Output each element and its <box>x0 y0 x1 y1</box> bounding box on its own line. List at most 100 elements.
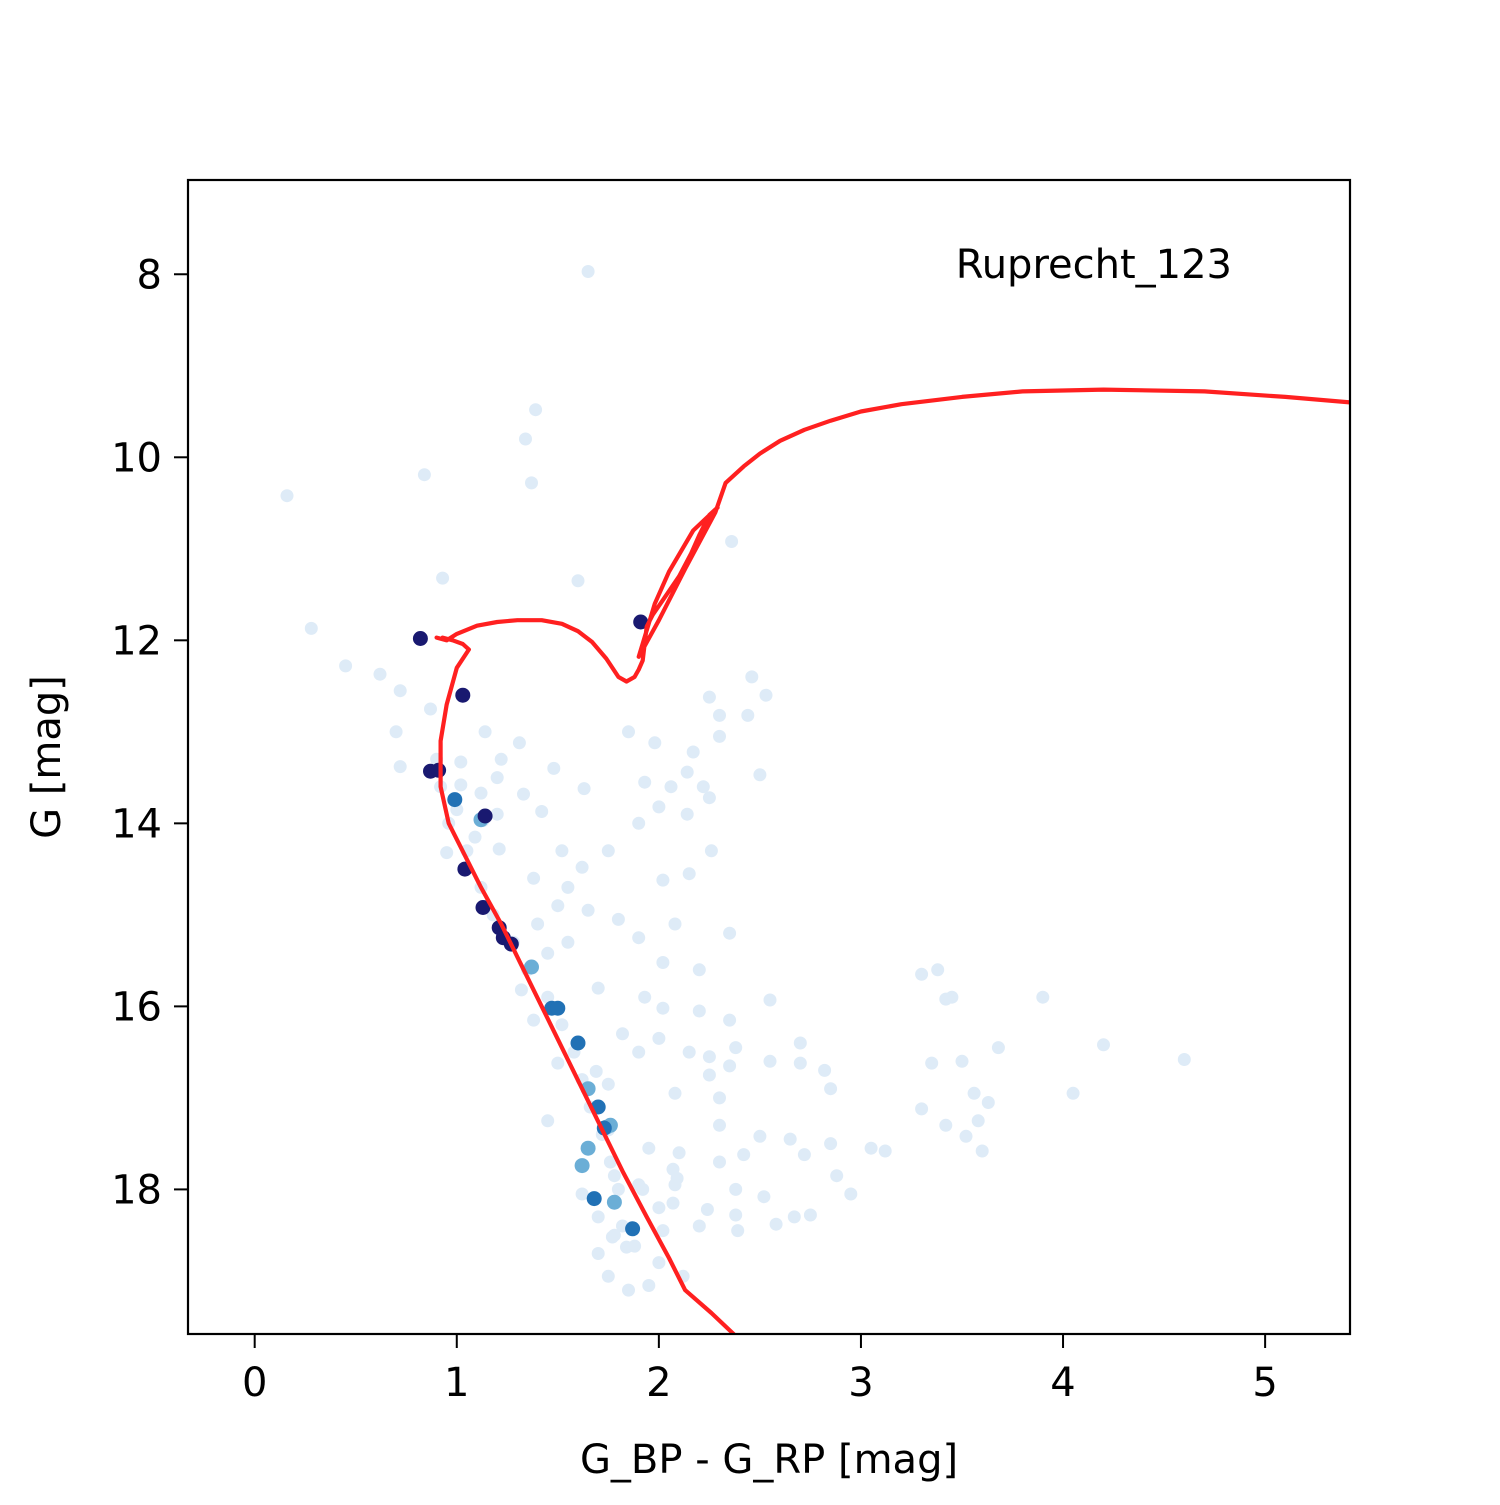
field-star-point <box>692 1219 706 1233</box>
field-star-point <box>531 917 545 931</box>
member-star-point <box>550 1000 566 1016</box>
field-star-point <box>666 1196 680 1210</box>
field-star-point <box>607 1169 621 1183</box>
field-star-point <box>638 990 652 1004</box>
field-star-point <box>603 1155 617 1169</box>
field-star-point <box>656 1224 670 1238</box>
field-star-point <box>517 787 530 801</box>
field-star-point <box>702 1050 716 1064</box>
field-star-point <box>713 1155 726 1169</box>
field-star-point <box>668 917 682 931</box>
field-star-point <box>723 1013 737 1027</box>
x-axis-label: G_BP - G_RP [mag] <box>580 1437 958 1483</box>
field-star-point <box>682 867 696 881</box>
field-star-point <box>652 800 666 814</box>
field-star-point <box>759 688 773 702</box>
field-star-point <box>692 963 706 977</box>
field-star-point <box>959 1129 973 1143</box>
member-star-point <box>633 614 649 630</box>
field-star-point <box>713 1118 726 1132</box>
field-star-point <box>670 1171 684 1185</box>
field-star-point <box>547 761 561 775</box>
field-star-point <box>955 1054 969 1068</box>
field-star-point <box>702 791 716 805</box>
field-star-point <box>551 899 565 913</box>
member-star-point <box>606 1194 622 1210</box>
field-star-point <box>737 1148 751 1162</box>
field-star-point <box>373 667 387 681</box>
field-star-point <box>527 1013 541 1027</box>
field-star-point <box>971 1114 985 1128</box>
field-star-point <box>723 1059 737 1073</box>
field-star-point <box>454 755 468 769</box>
field-star-point <box>591 1210 605 1224</box>
field-star-point <box>581 903 595 917</box>
field-star-point <box>571 574 585 588</box>
field-star-point <box>991 1041 1005 1055</box>
field-star-point <box>793 1056 807 1070</box>
field-stars <box>280 265 1191 1297</box>
x-tick-label: 2 <box>646 1360 671 1406</box>
field-star-point <box>622 725 635 739</box>
field-star-point <box>575 860 589 874</box>
field-star-point <box>555 1018 569 1032</box>
member-star-point <box>412 631 428 646</box>
field-star-point <box>753 1129 767 1143</box>
field-star-point <box>729 1182 743 1196</box>
field-star-point <box>713 708 726 722</box>
field-star-point <box>656 873 670 887</box>
field-star-point <box>440 846 454 860</box>
field-star-point <box>632 816 646 830</box>
field-star-point <box>490 807 504 821</box>
field-star-point <box>769 1217 783 1231</box>
y-tick-label: 10 <box>111 435 162 481</box>
field-star-point <box>763 1054 777 1068</box>
field-star-point <box>680 765 694 779</box>
field-star-point <box>541 990 555 1004</box>
field-star-point <box>601 1269 615 1283</box>
field-star-point <box>945 990 959 1004</box>
member-star-point <box>477 808 493 824</box>
field-star-point <box>967 1086 981 1100</box>
field-star-point <box>519 432 532 446</box>
field-star-point <box>393 684 407 698</box>
member-star-point <box>455 687 471 703</box>
member-star-point <box>447 792 463 808</box>
field-star-point <box>668 1086 682 1100</box>
field-star-point <box>605 1230 619 1244</box>
member-star-point <box>586 1191 602 1207</box>
field-star-point <box>589 1064 603 1078</box>
cluster-name-annotation: Ruprecht_123 <box>956 242 1232 288</box>
field-star-point <box>672 1146 686 1160</box>
field-star-point <box>601 1077 615 1091</box>
field-star-point <box>561 880 575 894</box>
y-axis-ticks: 8 10 12 14 16 18 <box>111 252 188 1213</box>
field-star-point <box>783 1132 797 1146</box>
x-axis-ticks: 0 1 2 3 4 5 <box>242 1334 1278 1406</box>
field-star-point <box>611 912 625 926</box>
member-star-point <box>524 959 539 975</box>
x-tick-label: 0 <box>242 1360 267 1406</box>
field-star-point <box>1066 1086 1080 1100</box>
field-star-point <box>704 844 718 858</box>
field-star-point <box>696 780 710 794</box>
field-star-point <box>725 535 739 548</box>
field-star-point <box>713 1091 726 1105</box>
field-star-point <box>723 926 737 940</box>
field-star-point <box>793 1036 807 1050</box>
field-star-point <box>632 1178 646 1192</box>
field-star-point <box>417 468 431 482</box>
field-star-point <box>652 1201 666 1215</box>
field-star-point <box>981 1096 995 1109</box>
field-star-point <box>611 1182 625 1196</box>
member-star-point <box>625 1221 641 1237</box>
field-star-point <box>803 1208 817 1222</box>
field-star-point <box>527 871 541 885</box>
isochrone-giant-branch <box>434 387 1350 684</box>
field-star-point <box>561 935 575 949</box>
field-star-point <box>436 571 450 585</box>
field-star-point <box>939 1118 953 1132</box>
field-star-point <box>474 786 488 800</box>
